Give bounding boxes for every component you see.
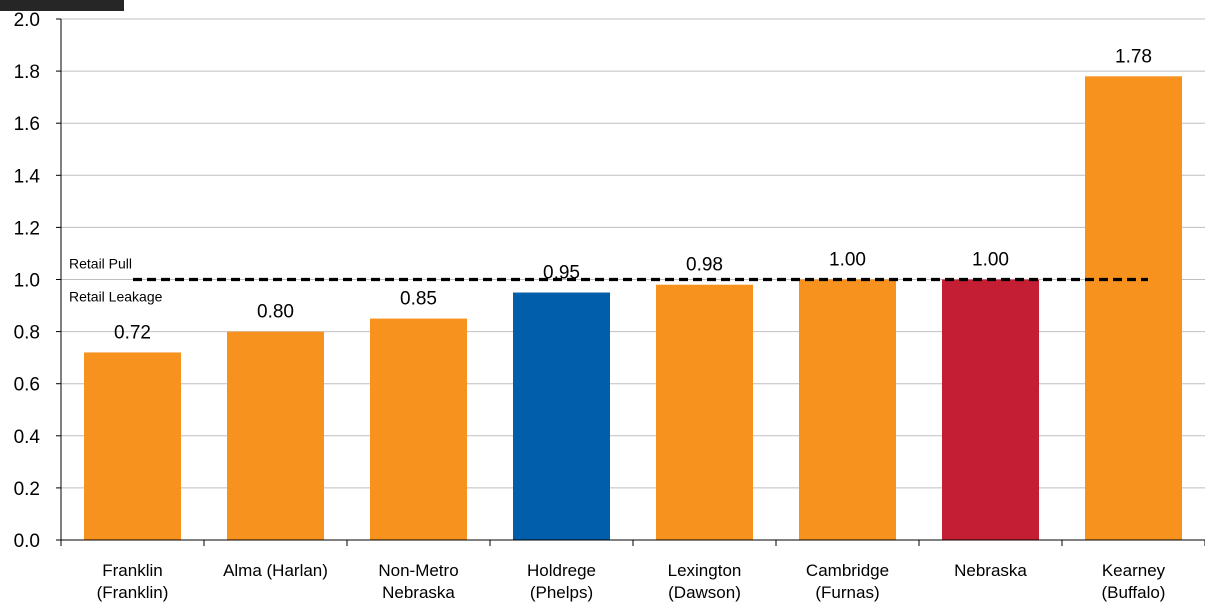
reference-line-group: Retail Pull Retail Leakage [69,256,1148,305]
y-tick-label: 1.2 [14,218,40,239]
bar [227,331,324,540]
x-category-label: Nebraska [954,561,1027,580]
bar [942,279,1039,540]
bar [370,318,467,540]
data-label: 1.78 [1115,46,1152,67]
x-category-label: Holdrege (Phelps) [527,561,596,602]
data-label: 0.72 [114,322,151,343]
y-tick-label: 1.6 [14,114,40,135]
bar [84,352,181,540]
data-label: 1.00 [972,250,1009,271]
y-tick-label: 1.4 [14,166,41,187]
bar [513,292,610,540]
x-category-label: Alma (Harlan) [223,561,328,580]
corner-tab [0,0,124,11]
x-category-label: Lexington (Dawson) [668,561,742,602]
y-tick-label: 1.0 [14,271,40,292]
retail-pull-label: Retail Pull [69,256,132,272]
x-category-label: Franklin (Franklin) [97,561,169,602]
y-tick-label: 0.8 [14,323,40,344]
x-category-label: Cambridge (Furnas) [806,561,889,602]
y-tick-label: 0.4 [14,427,41,448]
bars [84,76,1182,540]
x-category-labels: Franklin (Franklin) Alma (Harlan) Non-Metro… [97,561,1166,602]
y-tick-label: 2.0 [14,10,40,31]
data-label: 1.00 [829,250,866,271]
y-tick-label: 0.0 [14,531,40,552]
data-label: 0.80 [257,302,294,323]
y-tick-label: 0.6 [14,375,40,396]
data-label: 0.85 [400,289,437,310]
y-tick-labels: 0.0 0.2 0.4 0.6 0.8 1.0 1.2 1.4 1.6 1.8 2.0 [14,10,41,552]
bar [1085,76,1182,540]
retail-leakage-label: Retail Leakage [69,289,163,305]
data-label: 0.98 [686,255,723,276]
y-tick-label: 0.2 [14,479,40,500]
x-category-label: Non-Metro Nebraska [378,561,458,602]
y-tick-label: 1.8 [14,62,40,83]
axes [56,18,1205,546]
bar [799,279,896,540]
bar [656,284,753,540]
x-category-label: Kearney (Buffalo) [1102,561,1166,602]
